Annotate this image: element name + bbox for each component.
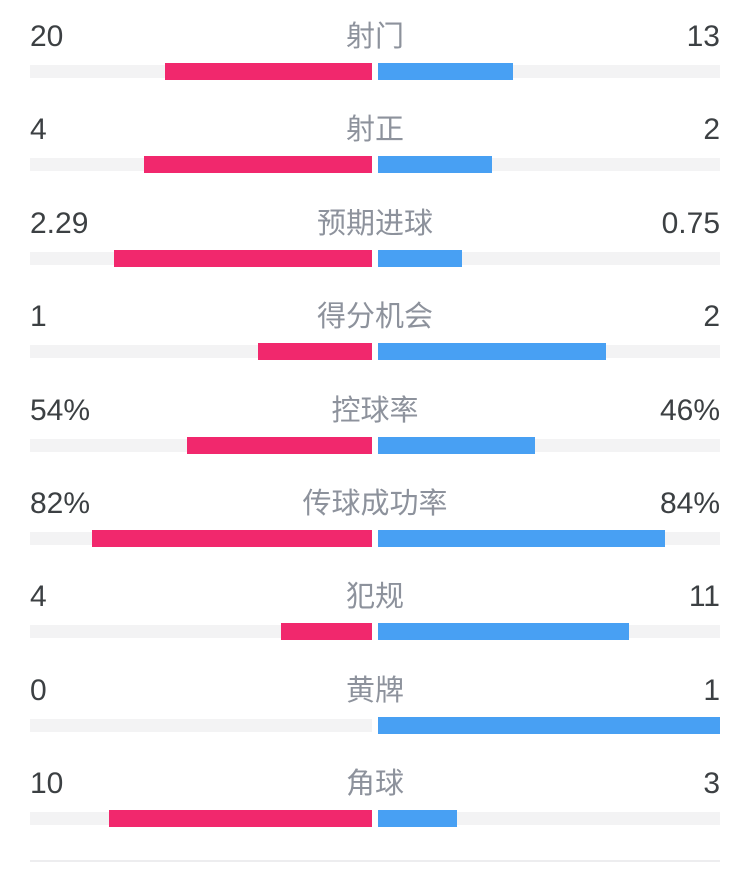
away-bar-track xyxy=(378,436,720,454)
stat-bar xyxy=(30,156,720,174)
away-bar-track xyxy=(378,810,720,828)
stat-row-shots: 20 射门 13 xyxy=(0,0,750,93)
stat-row-fouls: 4 犯规 11 xyxy=(0,560,750,653)
stat-label: 射门 xyxy=(345,21,404,53)
away-value: 1 xyxy=(703,673,720,707)
stat-label: 犯规 xyxy=(345,581,404,614)
home-bar-fill xyxy=(258,343,372,361)
stat-labels: 4 射正 2 xyxy=(30,113,720,147)
stat-labels: 82% 传球成功率 84% xyxy=(30,486,720,520)
away-bar-fill xyxy=(378,529,666,547)
home-value: 82% xyxy=(30,486,91,520)
home-bar-track xyxy=(30,343,372,361)
stat-labels: 54% 控球率 46% xyxy=(30,393,720,427)
home-bar-track xyxy=(30,810,372,828)
home-bar-fill xyxy=(280,623,372,641)
stat-labels: 1 得分机会 2 xyxy=(30,300,720,334)
stat-bar xyxy=(30,63,720,80)
home-value: 20 xyxy=(30,20,64,53)
stat-bar xyxy=(30,249,720,267)
home-bar-track xyxy=(30,623,372,641)
home-bar-track xyxy=(30,249,372,267)
home-bar-track xyxy=(30,717,372,734)
stat-row-possession: 54% 控球率 46% xyxy=(0,374,750,467)
away-bar-fill xyxy=(378,156,492,174)
away-bar-track xyxy=(378,343,720,361)
home-bar-track xyxy=(30,529,372,547)
stat-bar xyxy=(30,716,720,734)
stat-row-expected-goals: 2.29 预期进球 0.75 xyxy=(0,187,750,280)
bottom-divider xyxy=(30,859,720,862)
stat-bar xyxy=(30,529,720,547)
away-bar-fill xyxy=(378,716,720,734)
stat-label: 黄牌 xyxy=(345,674,404,707)
stat-labels: 2.29 预期进球 0.75 xyxy=(30,206,720,240)
home-bar-fill xyxy=(164,63,372,80)
away-bar-track xyxy=(378,716,720,734)
away-value: 46% xyxy=(659,393,720,427)
stat-row-yellow-cards: 0 黄牌 1 xyxy=(0,654,750,747)
away-value: 2 xyxy=(703,113,720,147)
home-bar-fill xyxy=(108,810,372,828)
home-bar-track xyxy=(30,63,372,80)
stat-labels: 20 射门 13 xyxy=(30,20,720,53)
stat-row-big-chances: 1 得分机会 2 xyxy=(0,280,750,373)
stat-bar xyxy=(30,436,720,454)
away-bar-fill xyxy=(378,436,536,454)
stat-labels: 10 角球 3 xyxy=(30,767,720,801)
away-bar-track xyxy=(378,63,720,80)
away-bar-fill xyxy=(378,623,629,641)
stat-label: 传球成功率 xyxy=(302,487,448,520)
stat-label: 得分机会 xyxy=(316,301,433,334)
away-bar-track xyxy=(378,623,720,641)
home-bar-track xyxy=(30,156,372,174)
stat-bar xyxy=(30,810,720,828)
stat-label: 角球 xyxy=(345,768,404,801)
away-value: 84% xyxy=(659,486,720,520)
stat-bar xyxy=(30,343,720,361)
stat-label: 控球率 xyxy=(331,394,419,427)
home-bar-track xyxy=(30,436,372,454)
away-bar-fill xyxy=(378,63,513,80)
away-bar-fill xyxy=(378,343,606,361)
away-value: 3 xyxy=(703,767,720,801)
home-bar-fill xyxy=(144,156,372,174)
away-bar-track xyxy=(378,529,720,547)
away-bar-fill xyxy=(378,249,463,267)
home-value: 2.29 xyxy=(30,206,89,240)
away-value: 2 xyxy=(703,300,720,334)
home-value: 54% xyxy=(30,393,91,427)
stat-label: 射正 xyxy=(345,114,404,147)
stat-row-shots-on-target: 4 射正 2 xyxy=(0,93,750,186)
home-bar-fill xyxy=(91,529,372,547)
home-bar-fill xyxy=(187,436,372,454)
stat-label: 预期进球 xyxy=(316,207,433,240)
stat-labels: 4 犯规 11 xyxy=(30,580,720,614)
home-value: 4 xyxy=(30,580,47,614)
away-bar-fill xyxy=(378,810,457,828)
stat-bar xyxy=(30,623,720,641)
stat-labels: 0 黄牌 1 xyxy=(30,673,720,707)
away-bar-track xyxy=(378,249,720,267)
stat-row-corners: 10 角球 3 xyxy=(0,747,750,840)
away-value: 11 xyxy=(688,580,720,614)
home-value: 0 xyxy=(30,673,47,707)
away-bar-track xyxy=(378,156,720,174)
home-value: 1 xyxy=(30,300,47,334)
away-value: 13 xyxy=(686,20,720,53)
home-value: 4 xyxy=(30,113,47,147)
home-bar-fill xyxy=(114,249,372,267)
away-value: 0.75 xyxy=(661,206,720,240)
home-value: 10 xyxy=(30,767,64,801)
stat-row-pass-accuracy: 82% 传球成功率 84% xyxy=(0,467,750,560)
